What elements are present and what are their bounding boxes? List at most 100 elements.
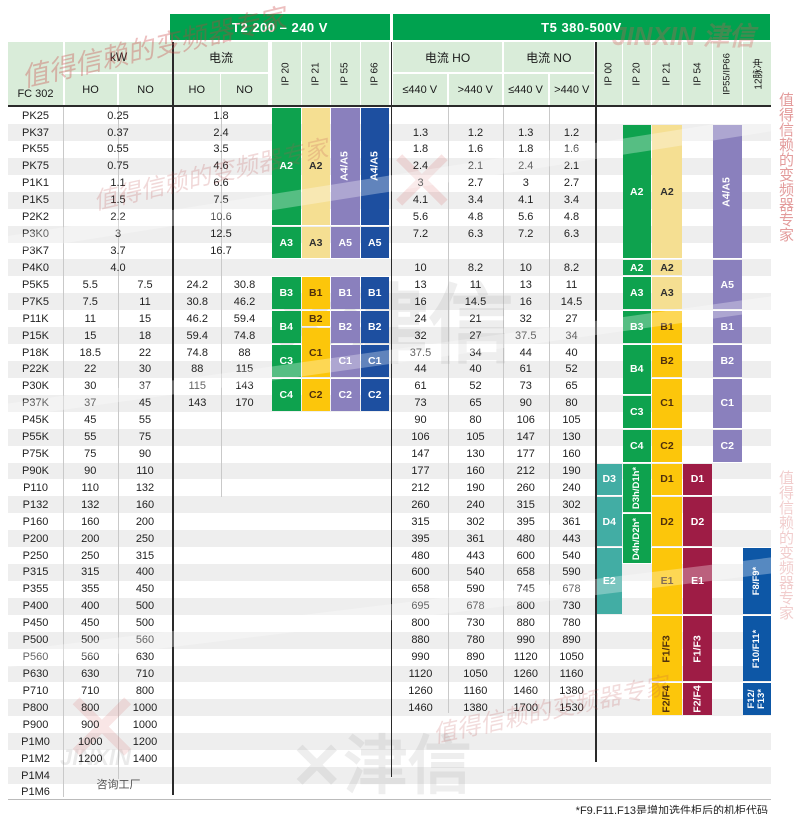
kw-no-cell: 110 xyxy=(136,464,154,477)
frame-block-E1: E1 xyxy=(652,548,682,614)
kw-cell: 0.55 xyxy=(107,143,129,156)
gridline xyxy=(220,107,222,497)
t5-current-cell: 65 xyxy=(565,380,578,393)
model-cell: PK55 xyxy=(22,143,49,156)
t5-current-cell: 90 xyxy=(414,414,427,427)
model-cell: PK37 xyxy=(22,126,49,139)
t5-current-cell: 361 xyxy=(562,515,581,528)
gridline xyxy=(448,107,449,713)
t5-current-cell: 240 xyxy=(466,498,485,511)
t5-current-cell: 302 xyxy=(562,498,581,511)
kw-ho-cell: 450 xyxy=(81,617,100,630)
model-cell: P2K2 xyxy=(22,211,49,224)
model-cell: P55K xyxy=(22,431,49,444)
kw-cell: 0.37 xyxy=(107,126,129,139)
t5-current-cell: 1.3 xyxy=(518,126,534,139)
model-cell: P400 xyxy=(22,600,49,613)
t5-current-cell: 315 xyxy=(411,515,430,528)
frame-block-D1: D1 xyxy=(683,463,712,496)
t5-current-cell: 16 xyxy=(519,295,532,308)
t5-current-cell: 3 xyxy=(522,177,529,190)
kw-no-cell: 1200 xyxy=(132,735,158,748)
frame-block-D3h-D1h-: D3h/D1h* xyxy=(622,463,651,513)
t5-current-cell: 1260 xyxy=(408,684,433,697)
frame-block-C3: C3 xyxy=(272,345,301,377)
t5-current-cell: 678 xyxy=(466,600,485,613)
kw-no-cell: 75 xyxy=(138,431,152,444)
model-cell: P560 xyxy=(22,651,49,664)
model-cell: P90K xyxy=(22,464,49,477)
t5-current-cell: 37.5 xyxy=(515,329,537,342)
kw-group-header: kW xyxy=(64,42,173,72)
t5-current-cell: 44 xyxy=(414,363,427,376)
header-bottom-rule xyxy=(8,104,771,107)
model-cell: P355 xyxy=(22,583,49,596)
t5-ip21-header: IP 21 xyxy=(652,42,682,105)
kw-ho-cell: 132 xyxy=(81,498,100,511)
t5-current-cell: 177 xyxy=(411,464,430,477)
kw-ho-cell: 1200 xyxy=(78,752,103,765)
t5-current-no-group-header: 电流 NO xyxy=(503,42,594,72)
kw-no-cell: 22 xyxy=(138,346,152,359)
t5-current-cell: 302 xyxy=(466,515,485,528)
t2-t5-divider xyxy=(390,42,392,777)
t5-current-cell: 695 xyxy=(411,600,430,613)
t5-current-cell: 212 xyxy=(516,464,535,477)
t5-current-cell: 395 xyxy=(411,532,430,545)
gridline xyxy=(63,107,64,797)
row-stripe xyxy=(8,733,771,751)
t5-current-cell: 780 xyxy=(562,617,581,630)
row-stripe xyxy=(8,191,771,209)
t5-current-cell: 480 xyxy=(411,549,430,562)
t2-current-ho-cell: 74.8 xyxy=(186,346,208,359)
frame-block-C1: C1 xyxy=(652,378,682,428)
kw-ho-cell: 7.5 xyxy=(82,295,98,308)
row-stripe xyxy=(8,327,771,345)
frame-block-D2: D2 xyxy=(652,497,682,547)
consult-factory-cell: 咨询工厂 xyxy=(96,778,141,791)
kw-no-cell: 500 xyxy=(135,600,155,613)
kw-ho-cell: 630 xyxy=(81,668,100,680)
frame-block-F1-F3: F1/F3 xyxy=(652,615,682,682)
kw-t2-divider xyxy=(172,42,174,795)
t5-current-cell: 11 xyxy=(565,278,578,291)
frame-block-A5: A5 xyxy=(331,226,360,259)
t5-current-cell: 2.1 xyxy=(563,160,580,173)
t5-current-cell: 106 xyxy=(516,414,535,427)
frame-block-A3: A3 xyxy=(622,277,651,310)
t5-current-cell: 1460 xyxy=(408,701,433,714)
t5-current-cell: 52 xyxy=(469,380,482,393)
t5-current-cell: 1.3 xyxy=(412,126,429,139)
t5-current-cell: 73 xyxy=(519,380,532,393)
t5-current-cell: 34 xyxy=(565,329,578,342)
row-stripe xyxy=(8,259,771,277)
frame-block-B3: B3 xyxy=(272,277,301,310)
kw-ho-cell: 15 xyxy=(84,329,97,342)
t5-current-cell: 190 xyxy=(466,481,485,494)
t2-current-ho-cell: 24.2 xyxy=(186,278,208,291)
t2-current-ho-header: HO xyxy=(174,74,220,105)
t5-current-cell: 1260 xyxy=(513,668,538,680)
t5-current-cell: 260 xyxy=(411,498,430,511)
t5-current-cell: 3 xyxy=(417,177,424,190)
kw-ho-cell: 560 xyxy=(81,651,100,664)
kw-ho-cell: 400 xyxy=(81,600,100,613)
t5-current-cell: 730 xyxy=(466,617,485,630)
t5-current-cell: 90 xyxy=(519,397,532,410)
kw-ho-cell: 355 xyxy=(81,583,100,596)
t5-current-cell: 880 xyxy=(411,634,430,647)
t5-current-cell: 1.8 xyxy=(518,143,534,156)
model-cell: P1K5 xyxy=(22,194,49,207)
frame-block-B2: B2 xyxy=(331,311,360,344)
frame-block-F10-F11-: F10/F11* xyxy=(742,615,771,682)
kw-ho-cell: 18.5 xyxy=(79,346,101,359)
kw-no-cell: 45 xyxy=(138,397,152,410)
t5-current-cell: 6.3 xyxy=(563,228,580,241)
t5-current-cell: 600 xyxy=(411,566,430,579)
kw-ho-cell: 800 xyxy=(81,701,100,714)
t2-current-ho-cell: 115 xyxy=(188,380,207,393)
model-cell: P11K xyxy=(22,312,49,325)
t5-current-cell: 61 xyxy=(519,363,532,376)
kw-ho-cell: 1000 xyxy=(78,735,103,748)
kw-no-cell: 90 xyxy=(138,448,152,461)
